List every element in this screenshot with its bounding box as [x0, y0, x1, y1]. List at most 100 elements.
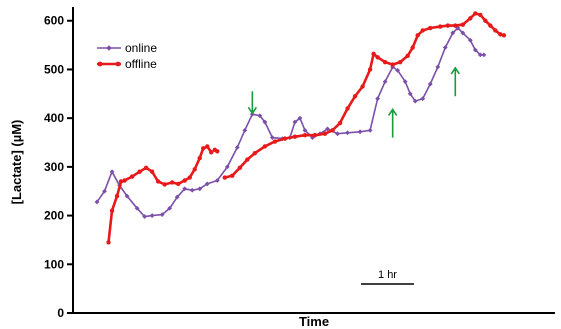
data-point-online	[460, 30, 466, 36]
data-point-offline	[205, 144, 210, 149]
data-point-offline	[438, 24, 443, 29]
y-tick-label: 400	[44, 111, 64, 125]
data-point-online	[420, 96, 426, 102]
data-point-offline	[367, 67, 373, 72]
data-point-offline	[118, 179, 124, 184]
series-offline	[106, 11, 507, 245]
data-point-online	[242, 127, 248, 133]
data-point-offline	[493, 28, 498, 33]
data-point-offline	[187, 175, 192, 180]
data-point-online	[357, 129, 363, 135]
data-point-online	[197, 186, 203, 192]
data-point-offline	[106, 240, 111, 245]
data-point-online	[142, 214, 148, 219]
data-point-offline	[312, 133, 318, 138]
data-point-online	[302, 127, 308, 133]
data-point-online	[375, 96, 381, 102]
legend: online offline	[97, 41, 157, 71]
data-point-online	[467, 37, 473, 43]
data-point-online	[109, 169, 115, 175]
y-tick-label: 100	[44, 257, 64, 271]
data-point-online	[224, 164, 230, 170]
data-point-offline	[360, 84, 365, 89]
data-point-online	[167, 205, 173, 211]
data-point-online	[450, 30, 456, 36]
data-point-offline	[468, 16, 473, 21]
data-point-online	[234, 144, 240, 150]
data-point-offline	[478, 12, 483, 18]
data-point-offline	[390, 62, 395, 67]
arrow-head	[387, 107, 398, 116]
data-point-offline	[215, 149, 220, 154]
series-group	[94, 11, 507, 245]
data-point-online	[174, 194, 180, 200]
data-point-offline	[488, 23, 493, 28]
arrow-head	[247, 106, 258, 115]
data-point-offline	[143, 165, 149, 171]
data-point-offline	[149, 169, 155, 174]
data-point-online	[182, 186, 188, 192]
data-point-online	[94, 199, 100, 205]
data-point-offline	[483, 18, 488, 23]
data-point-offline	[371, 51, 376, 57]
data-point-offline	[197, 155, 202, 161]
data-point-online	[134, 205, 140, 211]
data-point-online	[412, 98, 418, 104]
data-point-offline	[322, 131, 328, 136]
data-point-offline	[453, 23, 458, 28]
data-point-offline	[498, 32, 503, 37]
data-point-offline	[460, 22, 466, 27]
data-point-offline	[109, 208, 115, 213]
legend-marker-online	[106, 45, 112, 51]
y-axis-title: [Lactate] (µM)	[9, 120, 24, 205]
data-point-offline	[129, 174, 135, 179]
data-point-offline	[262, 144, 268, 149]
data-point-offline	[175, 181, 181, 187]
data-point-offline	[114, 193, 120, 199]
data-point-offline	[415, 33, 420, 38]
data-point-offline	[473, 11, 478, 16]
data-point-offline	[182, 178, 187, 183]
data-point-offline	[137, 169, 142, 174]
green-arrow-3	[450, 66, 460, 97]
data-point-online	[102, 188, 107, 194]
y-tick-label: 500	[44, 62, 64, 76]
data-point-online	[435, 64, 441, 70]
x-axis-title: Time	[299, 314, 329, 329]
data-point-offline	[330, 128, 335, 133]
data-point-online	[345, 130, 350, 136]
scale-bar: 1 hr	[361, 269, 414, 285]
data-point-online	[407, 91, 413, 97]
y-tick-label: 200	[44, 209, 64, 223]
data-point-offline	[201, 146, 206, 151]
data-point-offline	[169, 180, 175, 185]
data-point-online	[292, 119, 298, 125]
data-point-offline	[405, 53, 410, 59]
data-point-online	[257, 113, 263, 119]
data-point-offline	[420, 28, 425, 33]
data-point-offline	[252, 151, 258, 156]
data-point-online	[477, 52, 483, 58]
data-point-offline	[337, 120, 343, 126]
data-point-offline	[345, 106, 350, 111]
data-point-offline	[428, 25, 433, 31]
data-point-online	[472, 47, 478, 53]
data-point-online	[335, 131, 340, 137]
data-point-offline	[192, 167, 197, 172]
data-point-offline	[155, 179, 161, 184]
data-point-online	[204, 181, 210, 187]
data-point-offline	[245, 157, 250, 162]
data-point-online	[481, 52, 487, 58]
data-point-online	[442, 45, 448, 50]
data-point-offline	[352, 94, 358, 99]
y-tick-label: 600	[44, 14, 64, 28]
green-arrow-1	[247, 91, 258, 115]
data-point-online	[325, 126, 330, 132]
y-tick-label: 0	[57, 306, 64, 320]
scale-bar-label: 1 hr	[378, 269, 397, 281]
data-point-online	[395, 68, 401, 73]
data-point-offline	[397, 59, 403, 65]
legend-marker-offline	[115, 61, 121, 67]
series-line-offline	[107, 144, 213, 243]
data-point-online	[427, 81, 433, 87]
